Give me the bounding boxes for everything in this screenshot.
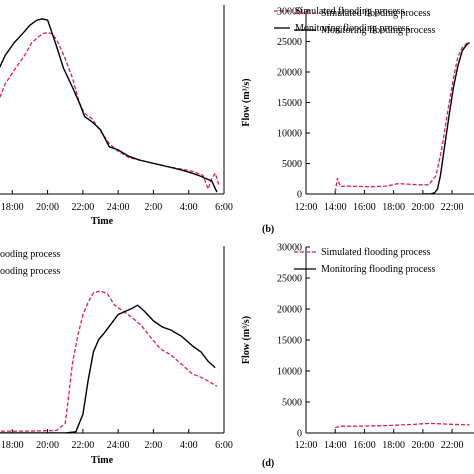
x-tick-label: 12:00 [295,202,318,213]
x-axis-title: Time [91,455,114,466]
x-tick-label: 16:00 [353,440,376,451]
x-tick-label: 22:00 [441,202,464,213]
x-tick-label: 20:00 [411,202,434,213]
series-line-monitoring [0,18,218,193]
x-tick-label: 14:00 [324,440,347,451]
legend-entry: Simulated flooding process [295,6,405,17]
legend-entry: Monitoring flooding process [295,23,410,34]
y-tick-label: 0 [297,429,302,440]
x-tick-label: 6:00 [215,202,233,213]
legend: Simulated flooding process Monitoring flo… [274,6,410,34]
x-tick-label: 14:00 [324,202,347,213]
legend-entry: Simulated flooding process [321,8,431,19]
x-tick-label: 20:00 [36,440,59,451]
y-tick-label: 15000 [277,98,302,109]
legend: Simulated flooding process Monitoring flo… [294,8,436,36]
x-tick-label: 24:00 [107,440,130,451]
x-tick-label: 22:00 [71,440,94,451]
x-tick-label: 2:00 [145,202,163,213]
x-tick-label: 20:00 [36,202,59,213]
x-tick-label: 20:00 [411,440,434,451]
x-tick-label: 6:00 [215,440,233,451]
chart-panel-d: 12:00 14:00 16:00 18:00 20:00 22:00 0 5000 10000… [241,243,474,469]
x-tick-label: 4:00 [180,202,198,213]
series-line-simulated [0,290,218,432]
legend: ooding process ooding process [0,249,60,277]
series-line-simulated [335,422,470,429]
y-tick-label: 5000 [282,159,302,170]
x-axis-title: Time [91,216,114,227]
y-tick-label: 10000 [277,129,302,140]
legend-entry: ooding process [0,266,60,277]
y-tick-label: 0 [297,190,302,201]
y-tick-label: 10000 [277,367,302,378]
chart-panel-b: 12:00 14:00 16:00 18:00 20:00 22:00 0 5000 10000… [241,7,474,235]
x-tick-label: 4:00 [180,440,198,451]
chart-panel-a: 18:00 20:00 22:00 24:00 2:00 4:00 6:00 Time Simu… [0,5,410,227]
legend-entry: Monitoring flooding process [321,25,436,36]
x-tick-label: 22:00 [71,202,94,213]
y-axis-title: Flow (m³/s) [241,316,252,364]
y-tick-label: 15000 [277,336,302,347]
series-line-simulated [0,32,220,191]
legend-entry: Monitoring flooding process [321,264,436,275]
series-line-simulated [334,42,470,193]
x-tick-label: 16:00 [353,202,376,213]
y-tick-label: 30000 [277,7,302,18]
y-tick-label: 25000 [277,274,302,285]
x-tick-label: 18:00 [1,202,24,213]
legend: Simulated flooding process Monitoring flo… [294,247,436,275]
x-tick-label: 18:00 [382,440,405,451]
y-tick-label: 20000 [277,305,302,316]
y-axis-title: Flow (m³/s) [241,78,252,126]
x-tick-label: 18:00 [1,440,24,451]
x-tick-label: 12:00 [295,440,318,451]
legend-entry: Simulated flooding process [321,247,431,258]
legend-entry: ooding process [0,249,60,260]
panel-label: (d) [262,458,274,469]
x-tick-label: 2:00 [145,440,163,451]
y-tick-label: 20000 [277,68,302,79]
series-line-monitoring [422,42,470,194]
x-tick-label: 22:00 [441,440,464,451]
y-tick-label: 30000 [277,243,302,254]
series-line-monitoring [0,304,216,433]
y-tick-label: 5000 [282,398,302,409]
panel-label: (b) [262,224,274,235]
x-tick-label: 18:00 [382,202,405,213]
chart-panel-c: 18:00 20:00 22:00 24:00 2:00 4:00 6:00 Time oodi… [0,246,233,466]
x-tick-label: 24:00 [107,202,130,213]
y-tick-label: 25000 [277,37,302,48]
